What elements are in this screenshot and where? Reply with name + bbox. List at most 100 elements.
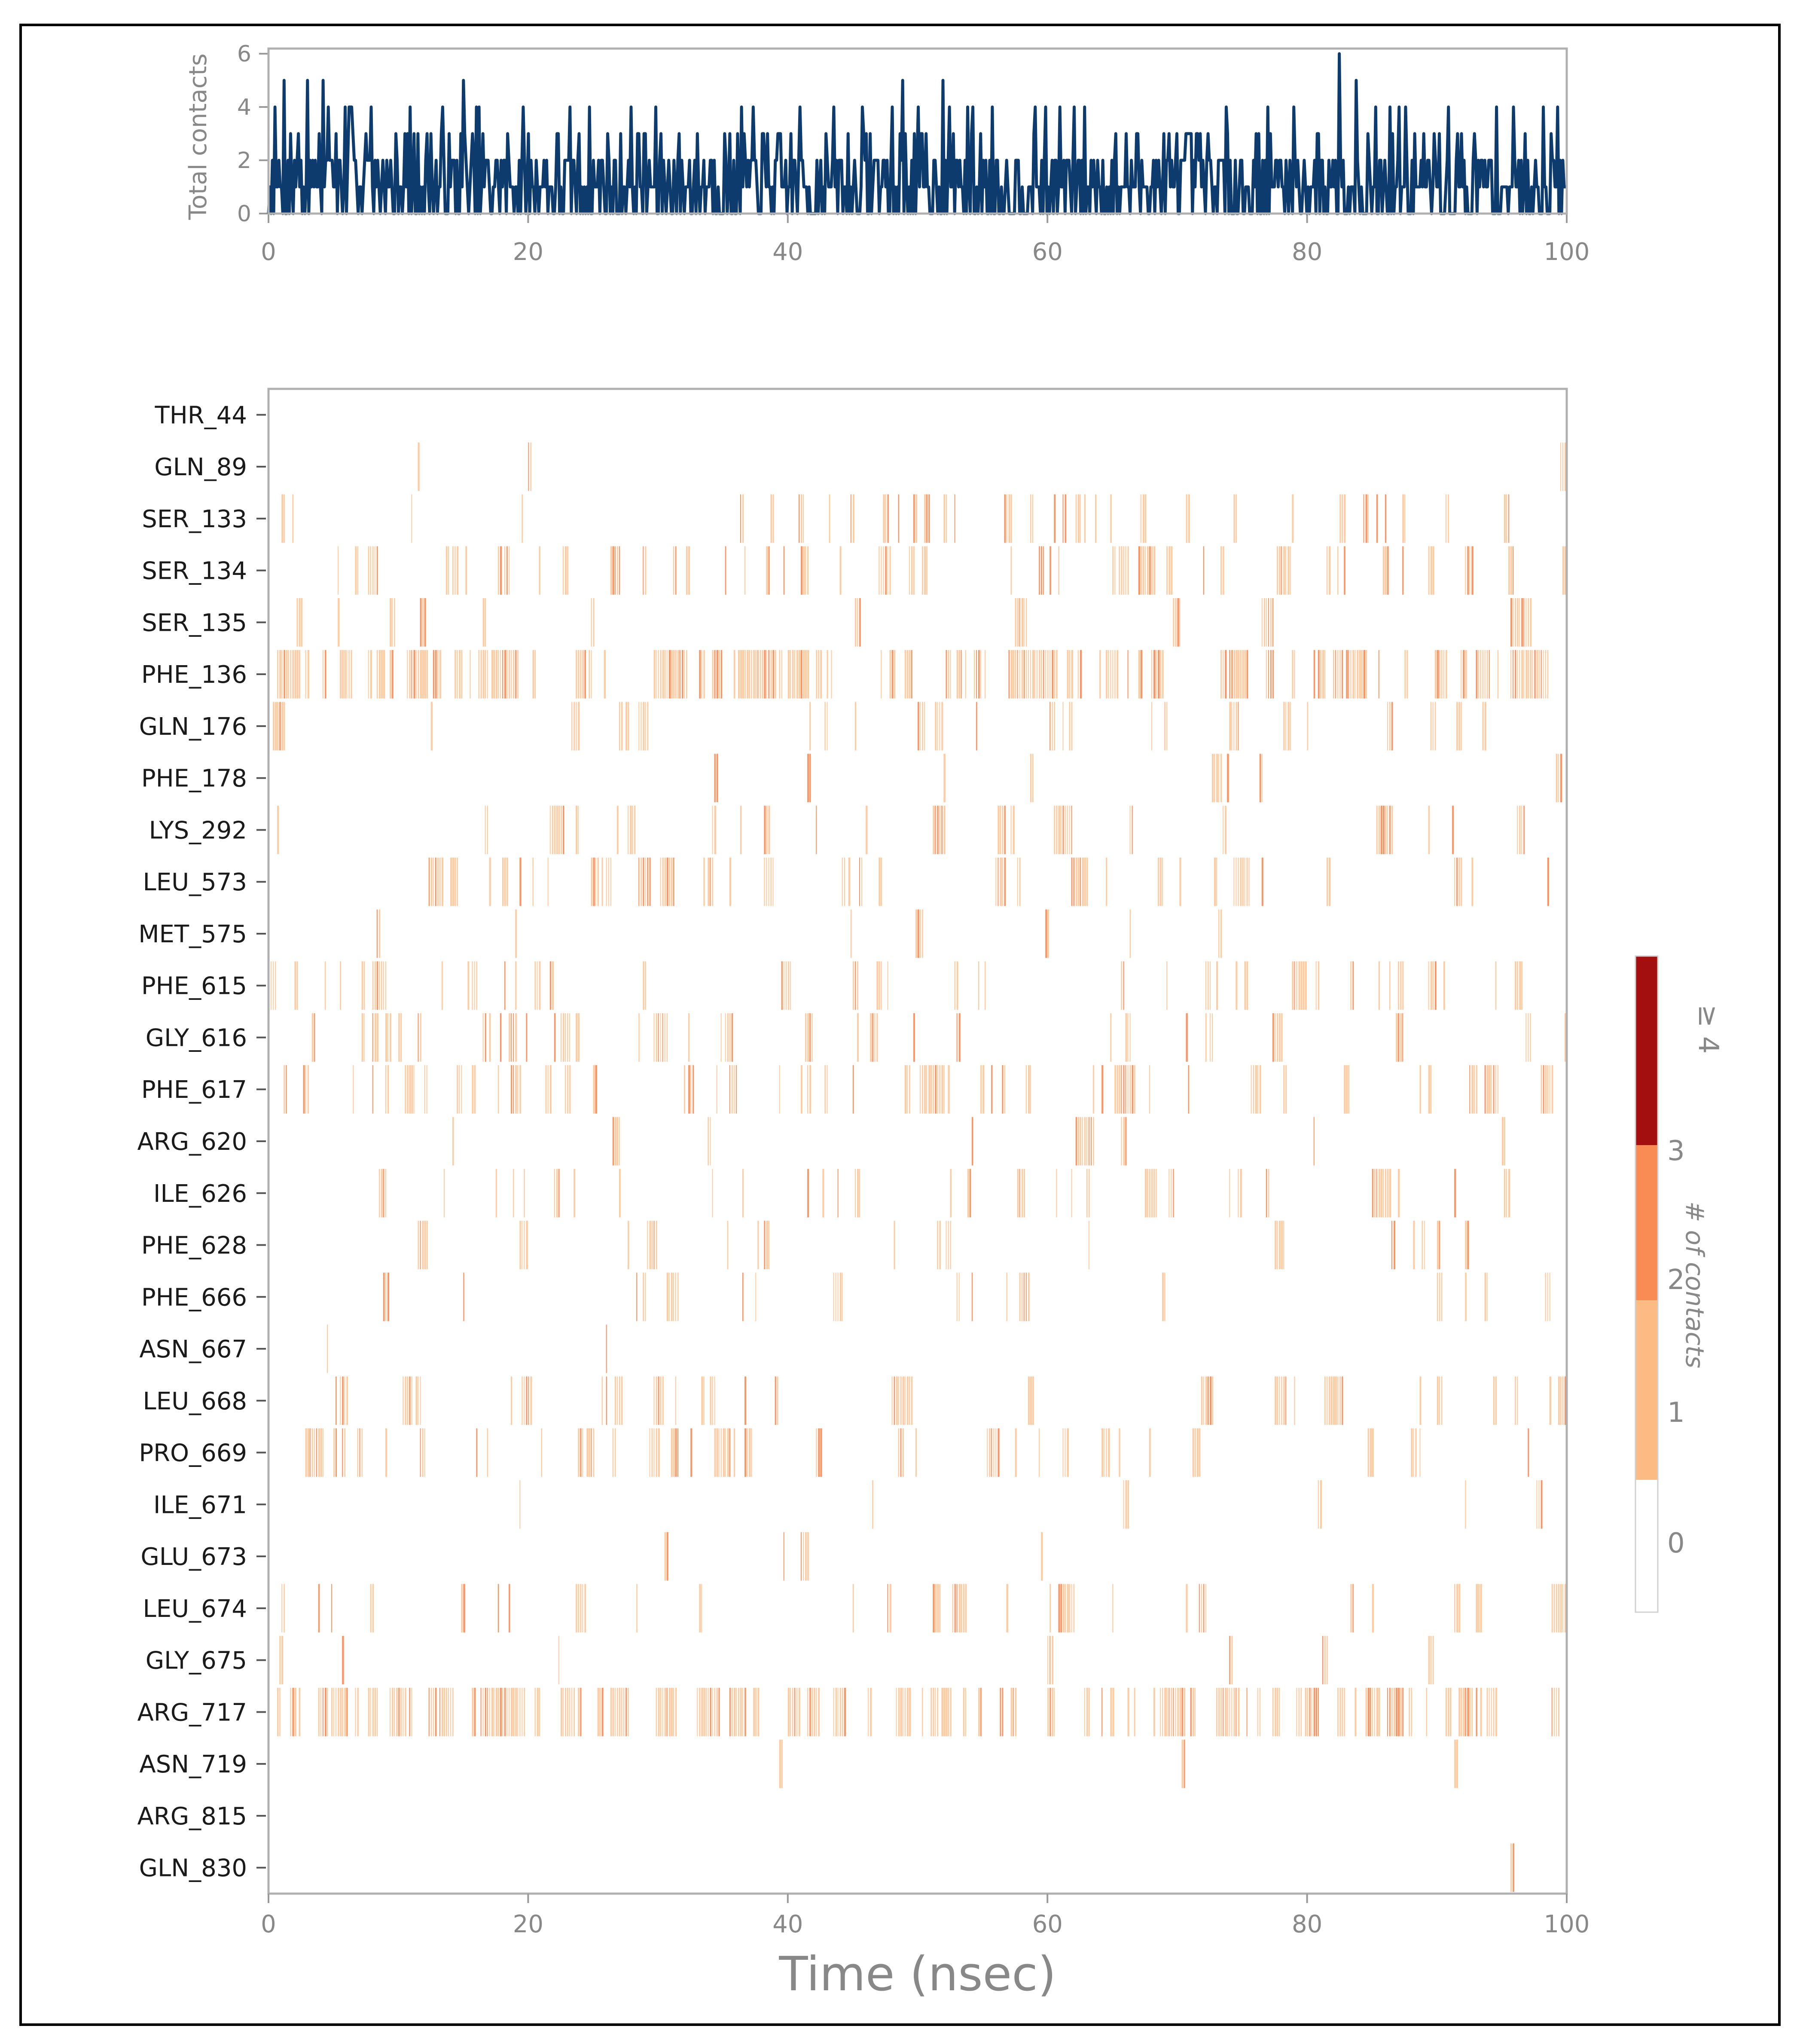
contact-mark (426, 650, 428, 699)
contact-mark (1508, 1169, 1510, 1218)
contact-mark (971, 1117, 973, 1166)
contact-mark (519, 857, 522, 906)
contact-mark (850, 909, 852, 958)
contact-mark (1119, 1065, 1120, 1114)
contact-mark (740, 494, 741, 543)
contact-mark (589, 1428, 591, 1477)
contact-mark (372, 961, 374, 1010)
colorbar-segment (1635, 1480, 1658, 1612)
contact-mark (1359, 650, 1361, 699)
contact-mark (891, 650, 894, 699)
contact-mark (712, 1688, 713, 1736)
contact-mark (1391, 1221, 1392, 1269)
contact-mark (1565, 1013, 1566, 1062)
contact-mark (1125, 1013, 1127, 1062)
contact-mark (703, 1376, 705, 1425)
contact-mark (616, 546, 618, 595)
contact-mark (418, 1221, 419, 1269)
contact-mark (1039, 1428, 1040, 1477)
contact-mark (558, 806, 560, 854)
contact-mark (1164, 702, 1166, 751)
x-tick-label: 0 (261, 1910, 276, 1938)
contact-mark (325, 650, 326, 699)
contact-mark (340, 961, 341, 1010)
residue-label: GLN_176 (139, 713, 247, 741)
contact-mark (567, 1065, 568, 1114)
contact-mark (1054, 494, 1056, 543)
contact-mark (517, 1688, 519, 1736)
contact-mark (688, 1065, 690, 1114)
contact-mark (1257, 1065, 1259, 1114)
contact-mark (718, 1428, 720, 1477)
contact-mark (301, 598, 303, 647)
contact-mark (852, 494, 854, 543)
contact-mark (1504, 494, 1506, 543)
contact-mark (1199, 1584, 1200, 1633)
contact-mark (1365, 1688, 1367, 1736)
contact-mark (1062, 494, 1064, 543)
contact-mark (1106, 1428, 1107, 1477)
contact-mark (482, 650, 485, 699)
contact-mark (991, 1428, 992, 1477)
contact-mark (509, 1584, 510, 1633)
contact-mark (1553, 1584, 1555, 1633)
colorbar-title: # of contacts (1680, 1201, 1709, 1369)
contact-mark (1333, 650, 1334, 699)
contact-mark (363, 1013, 365, 1062)
contact-mark (418, 650, 419, 699)
contact-mark (1032, 650, 1034, 699)
contact-mark (956, 650, 958, 699)
contact-mark (859, 598, 861, 647)
contact-mark (1458, 702, 1460, 751)
contact-mark (528, 1376, 529, 1425)
contact-mark (422, 650, 424, 699)
contact-mark (1259, 1065, 1261, 1114)
contact-mark (645, 857, 646, 906)
contact-mark (411, 1065, 413, 1114)
contact-mark (757, 1688, 760, 1736)
contact-mark (1244, 961, 1246, 1010)
contact-mark (911, 650, 912, 699)
contact-mark (777, 1376, 778, 1425)
contact-mark (1484, 702, 1486, 751)
contact-mark (922, 909, 923, 958)
contact-mark (803, 1532, 804, 1581)
contact-mark (608, 857, 609, 906)
contact-mark (729, 1065, 730, 1114)
contact-mark (1275, 1688, 1276, 1736)
contact-mark (1039, 546, 1040, 595)
contact-mark (1229, 702, 1231, 751)
contact-mark (1277, 1688, 1278, 1736)
contact-mark (1263, 598, 1265, 647)
contact-mark (1149, 546, 1151, 595)
contact-mark (1344, 1688, 1345, 1736)
contact-mark (376, 961, 378, 1010)
contact-mark (1411, 1428, 1413, 1477)
contact-mark (1246, 961, 1248, 1010)
contact-mark (336, 1376, 337, 1425)
contact-mark (931, 1065, 932, 1114)
contact-mark (552, 806, 554, 854)
contact-mark (428, 1688, 430, 1736)
contact-mark (437, 650, 439, 699)
contact-mark (879, 857, 881, 906)
contact-mark (1389, 806, 1391, 854)
contact-mark (593, 857, 595, 906)
contact-mark (357, 546, 358, 595)
contact-mark (1010, 1688, 1013, 1736)
contact-mark (1052, 1636, 1053, 1684)
contact-mark (1389, 961, 1391, 1010)
contact-mark (346, 650, 348, 699)
contact-mark (1528, 1428, 1529, 1477)
contact-mark (1437, 650, 1439, 699)
contact-mark (1058, 546, 1059, 595)
contact-mark (1292, 961, 1294, 1010)
contact-mark (1400, 961, 1402, 1010)
contact-mark (1114, 546, 1116, 595)
contact-mark (1437, 1376, 1439, 1425)
contact-mark (1565, 1584, 1566, 1633)
contact-mark (1233, 494, 1235, 543)
contact-mark (383, 650, 385, 699)
contact-mark (1112, 1584, 1114, 1633)
contact-mark (1065, 494, 1067, 543)
